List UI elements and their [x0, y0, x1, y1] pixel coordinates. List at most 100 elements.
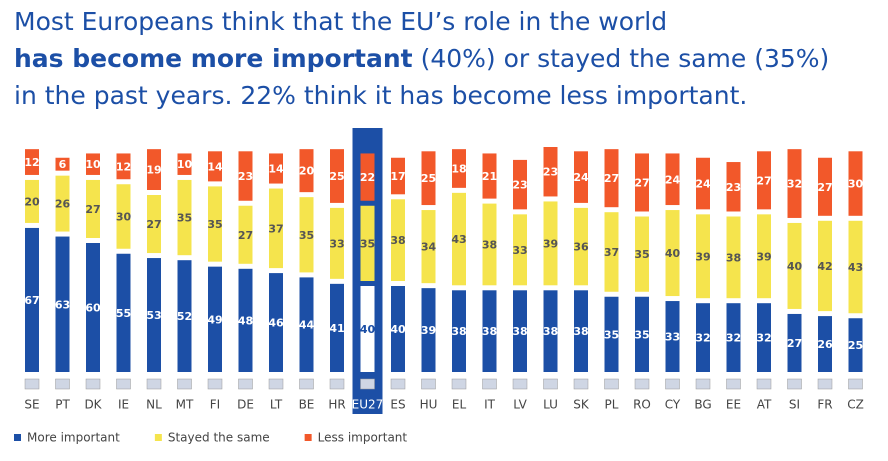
- bar-segment: [86, 179, 100, 238]
- value-label: 27: [787, 337, 802, 350]
- value-label: 30: [116, 211, 132, 224]
- bar-segment: [55, 157, 70, 171]
- value-label: 55: [116, 307, 131, 320]
- value-label: 42: [817, 260, 832, 273]
- value-label: 19: [146, 164, 161, 177]
- bar-segment: [482, 203, 497, 286]
- bar-segment: [299, 149, 314, 193]
- value-label: 63: [55, 298, 70, 311]
- x-tick-label: HR: [328, 398, 345, 412]
- bar-segment: [116, 253, 131, 372]
- value-label: 43: [451, 233, 466, 246]
- x-tick-label: EL: [452, 398, 467, 412]
- bar-segment: [147, 149, 161, 190]
- bar-segment: [452, 149, 466, 188]
- value-label: 40: [360, 323, 376, 336]
- x-tick-label: IE: [118, 398, 129, 412]
- value-label: 67: [24, 294, 39, 307]
- value-label: 27: [756, 174, 771, 187]
- value-label: 12: [116, 160, 131, 173]
- bar-segment: [696, 303, 710, 372]
- flag: [726, 378, 741, 390]
- bar-segment: [238, 268, 253, 372]
- value-label: 38: [726, 251, 741, 264]
- value-label: 33: [665, 331, 680, 344]
- value-label: 35: [360, 237, 375, 250]
- bar-segment: [330, 283, 344, 372]
- flag: [573, 378, 589, 390]
- bar-segment: [665, 301, 680, 372]
- title-line: has become more important (40%) or staye…: [14, 44, 829, 73]
- value-label: 36: [573, 241, 589, 254]
- value-label: 48: [238, 314, 253, 327]
- value-label: 39: [756, 250, 771, 263]
- bar-segment: [208, 266, 222, 372]
- x-tick-label: MT: [176, 398, 194, 412]
- bar-segment: [421, 210, 436, 284]
- bar-segment: [391, 199, 405, 281]
- bar-segment: [604, 149, 619, 208]
- bar-segment: [269, 188, 283, 269]
- value-label: 20: [24, 195, 40, 208]
- bar-segment: [696, 157, 710, 210]
- bar-segment: [360, 205, 375, 281]
- flag: [238, 378, 253, 390]
- value-label: 27: [604, 172, 619, 185]
- bar-segment: [513, 214, 527, 286]
- value-label: 10: [177, 158, 193, 171]
- value-label: 38: [451, 325, 466, 338]
- flag: [665, 378, 680, 390]
- legend-swatch: [304, 434, 312, 441]
- bar-segment: [177, 153, 192, 175]
- x-tick-label: CY: [665, 398, 681, 412]
- flag: [146, 378, 162, 390]
- x-tick-label: BE: [299, 398, 315, 412]
- bar-segment: [452, 192, 466, 286]
- bar-segment: [513, 290, 527, 372]
- value-label: 32: [726, 332, 741, 345]
- value-label: 60: [85, 302, 101, 315]
- value-label: 27: [634, 176, 649, 189]
- flag: [299, 378, 314, 390]
- x-tick-label: AT: [757, 398, 772, 412]
- x-tick-label: CZ: [847, 398, 864, 412]
- bar-segment: [299, 197, 314, 273]
- bar-segment: [726, 162, 741, 212]
- flag: [634, 378, 650, 390]
- flag: [390, 378, 406, 390]
- value-label: 44: [299, 319, 315, 332]
- flag: [604, 378, 619, 390]
- bar-segment: [818, 157, 832, 216]
- value-label: 35: [207, 218, 222, 231]
- bar-segment: [116, 184, 131, 249]
- title-line: in the past years. 22% think it has beco…: [14, 81, 747, 110]
- x-tick-label: ES: [390, 398, 405, 412]
- value-label: 38: [543, 325, 558, 338]
- flag: [329, 378, 345, 390]
- value-label: 40: [665, 247, 681, 260]
- value-label: 40: [787, 260, 803, 273]
- bar-segment: [574, 207, 588, 286]
- value-label: 14: [207, 160, 223, 173]
- x-tick-label: EU27: [352, 398, 384, 412]
- x-tick-label: LV: [513, 398, 527, 412]
- value-label: 37: [268, 222, 283, 235]
- bar-segment: [818, 316, 832, 372]
- bar-segment: [116, 153, 131, 180]
- value-label: 6: [59, 158, 67, 171]
- bar-segment: [574, 290, 588, 372]
- title-bold: has become more important: [14, 44, 413, 73]
- flag: [207, 378, 223, 390]
- flag: [116, 378, 131, 390]
- value-label: 38: [482, 325, 497, 338]
- bar-segment: [360, 286, 375, 372]
- bar-segment: [208, 151, 222, 182]
- value-label: 32: [787, 178, 802, 191]
- legend-label: Less important: [318, 431, 408, 445]
- value-label: 20: [299, 165, 315, 178]
- bar-segment: [269, 273, 283, 372]
- flag: [817, 378, 833, 390]
- bar-segment: [604, 296, 619, 372]
- x-tick-label: PT: [55, 398, 70, 412]
- bar-segment: [55, 236, 70, 372]
